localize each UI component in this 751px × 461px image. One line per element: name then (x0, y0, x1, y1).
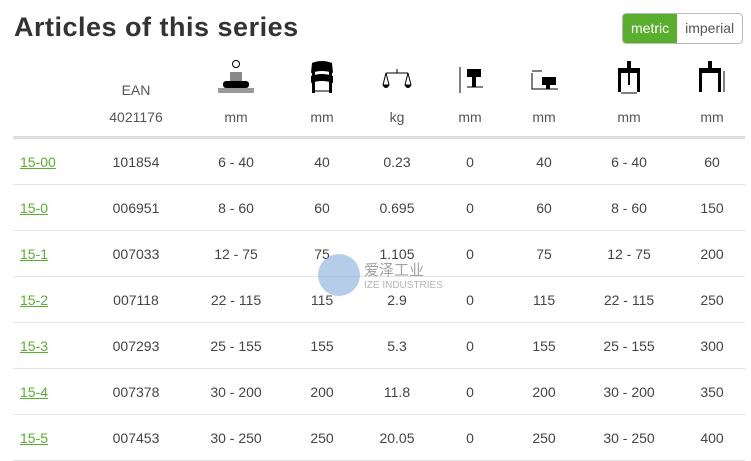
table-cell: 12 - 75 (579, 230, 679, 277)
article-link[interactable]: 15-00 (20, 153, 56, 170)
table-cell: 250 (679, 276, 745, 323)
ean-prefix: 4021176 (109, 109, 163, 125)
table-cell: 200 (679, 230, 745, 277)
table-cell: 75 (281, 230, 363, 277)
table-cell: 350 (679, 368, 745, 415)
units-toggle[interactable]: metric imperial (622, 13, 744, 44)
table-row: 15-4 007378 30 - 200 200 11.8 0 200 30 - 200 350 (13, 368, 745, 415)
table-cell: 30 - 250 (191, 414, 281, 461)
table-cell: 0 (431, 230, 509, 277)
article-cell: 15-0 (13, 184, 81, 231)
table-cell: 0 (431, 414, 509, 461)
page-title: Articles of this series (14, 12, 299, 42)
reach-depth-icon (679, 58, 745, 98)
table-cell: 150 (679, 184, 745, 231)
table-cell: 40 (281, 137, 363, 185)
table-cell: 300 (679, 322, 745, 369)
article-cell: 15-1 (13, 230, 81, 277)
table-row: 15-1 007033 12 - 75 75 1.105 0 75 12 - 75 200 (13, 230, 745, 277)
table-cell: 250 (281, 414, 363, 461)
jaw-diameter-icon (191, 58, 281, 98)
articles-table: EAN 4021176 mm mm kg mm mm mm mm 15-00 10… (13, 58, 745, 461)
table-cell: 40 (509, 137, 579, 185)
table-cell: 007378 (81, 368, 191, 415)
table-cell: 155 (281, 322, 363, 369)
table-cell: 0 (431, 322, 509, 369)
unit-label: mm (532, 109, 556, 125)
table-cell: 400 (679, 414, 745, 461)
table-cell: 30 - 250 (579, 414, 679, 461)
imperial-option[interactable]: imperial (685, 20, 735, 36)
spread-width-icon (579, 58, 679, 98)
table-cell: 200 (509, 368, 579, 415)
metric-option[interactable]: metric (623, 14, 678, 43)
table-cell: 8 - 60 (191, 184, 281, 231)
table-cell: 250 (509, 414, 579, 461)
table-cell: 007293 (81, 322, 191, 369)
table-cell: 22 - 115 (191, 276, 281, 323)
unit-label: mm (224, 109, 248, 125)
table-row: 15-0 006951 8 - 60 60 0.695 0 60 8 - 60 150 (13, 184, 745, 231)
table-cell: 6 - 40 (579, 137, 679, 185)
table-cell: 30 - 200 (191, 368, 281, 415)
article-link[interactable]: 15-2 (20, 291, 49, 308)
table-cell: 155 (509, 322, 579, 369)
table-cell: 60 (281, 184, 363, 231)
table-cell: 30 - 200 (579, 368, 679, 415)
table-cell: 11.8 (363, 368, 431, 415)
ean-header: EAN (121, 82, 151, 98)
article-link[interactable]: 15-1 (20, 245, 49, 262)
article-cell: 15-5 (13, 414, 81, 461)
table-cell: 200 (281, 368, 363, 415)
article-link[interactable]: 15-4 (20, 383, 49, 400)
article-cell: 15-3 (13, 322, 81, 369)
table-cell: 0.23 (363, 137, 431, 185)
table-cell: 0 (431, 368, 509, 415)
unit-label: mm (458, 109, 482, 125)
clearance-side-icon (509, 58, 579, 98)
unit-label: mm (700, 109, 724, 125)
article-cell: 15-4 (13, 368, 81, 415)
table-cell: 12 - 75 (191, 230, 281, 277)
table-cell: 007453 (81, 414, 191, 461)
table-cell: 0.695 (363, 184, 431, 231)
unit-label: mm (617, 109, 641, 125)
table-cell: 007033 (81, 230, 191, 277)
table-cell: 2.9 (363, 276, 431, 323)
table-cell: 60 (679, 137, 745, 185)
puller-width-icon (281, 58, 363, 98)
table-cell: 0 (431, 137, 509, 185)
article-cell: 15-2 (13, 276, 81, 323)
table-cell: 006951 (81, 184, 191, 231)
table-cell: 101854 (81, 137, 191, 185)
table-cell: 8 - 60 (579, 184, 679, 231)
article-link[interactable]: 15-3 (20, 337, 49, 354)
article-cell: 15-00 (13, 137, 81, 185)
table-row: 15-00 101854 6 - 40 40 0.23 0 40 6 - 40 60 (13, 137, 745, 185)
table-cell: 115 (281, 276, 363, 323)
unit-label: mm (310, 109, 334, 125)
table-cell: 75 (509, 230, 579, 277)
table-row: 15-5 007453 30 - 250 250 20.05 0 250 30 - 250 40… (13, 414, 745, 461)
table-cell: 60 (509, 184, 579, 231)
article-link[interactable]: 15-0 (20, 199, 49, 216)
table-cell: 5.3 (363, 322, 431, 369)
scale-weight-icon (363, 58, 431, 98)
table-cell: 0 (431, 184, 509, 231)
article-link[interactable]: 15-5 (20, 429, 49, 446)
table-cell: 22 - 115 (579, 276, 679, 323)
table-cell: 25 - 155 (191, 322, 281, 369)
table-cell: 007118 (81, 276, 191, 323)
table-cell: 115 (509, 276, 579, 323)
table-row: 15-3 007293 25 - 155 155 5.3 0 155 25 - 155 300 (13, 322, 745, 369)
table-row: 15-2 007118 22 - 115 115 2.9 0 115 22 - 115 250 (13, 276, 745, 323)
unit-label: kg (389, 109, 405, 125)
table-cell: 20.05 (363, 414, 431, 461)
table-cell: 6 - 40 (191, 137, 281, 185)
table-cell: 1.105 (363, 230, 431, 277)
table-cell: 25 - 155 (579, 322, 679, 369)
clearance-height-icon (431, 58, 509, 98)
table-cell: 0 (431, 276, 509, 323)
